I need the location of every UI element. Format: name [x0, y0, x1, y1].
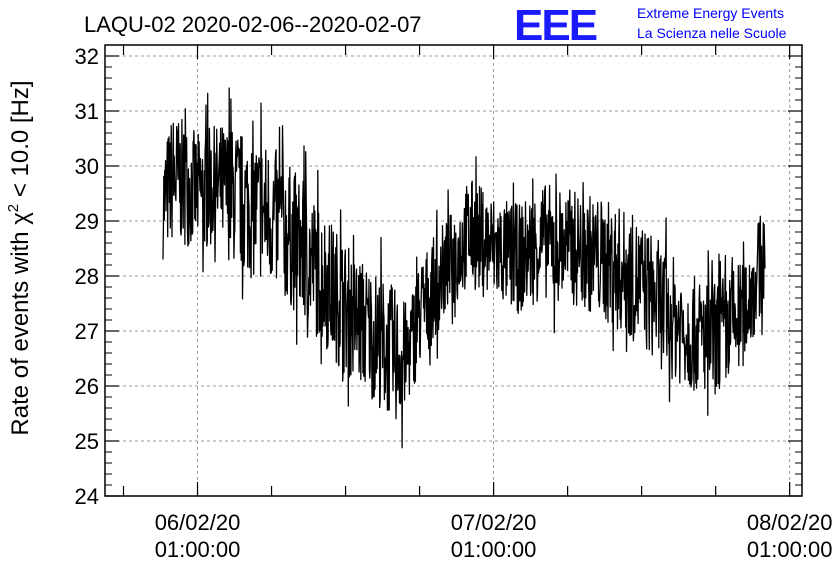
- y-tick-label: 31: [75, 99, 99, 124]
- y-tick-label: 24: [75, 484, 99, 509]
- y-axis-label: Rate of events with χ2 < 10.0 [Hz]: [5, 80, 34, 435]
- x-tick-label-time: 01:00:00: [155, 537, 241, 562]
- eee-logo-line1: Extreme Energy Events: [637, 5, 784, 21]
- x-tick-label-time: 01:00:00: [451, 537, 537, 562]
- series-line: [162, 87, 766, 449]
- eee-logo-mark: EEE: [514, 1, 597, 50]
- eee-logo: EEE Extreme Energy Events La Scienza nel…: [514, 1, 787, 50]
- y-tick-label: 27: [75, 319, 99, 344]
- x-tick-label-time: 01:00:00: [747, 537, 833, 562]
- plot-frame: [104, 44, 803, 497]
- y-axis: 24 25 26 27 28 29 30 31 32: [75, 44, 802, 509]
- y-tick-label: 30: [75, 154, 99, 179]
- x-tick-label-date: 06/02/20: [155, 510, 241, 535]
- eee-logo-line2: La Scienza nelle Scuole: [637, 25, 787, 41]
- y-tick-label: 32: [75, 44, 99, 69]
- chart-title: LAQU-02 2020-02-06--2020-02-07: [84, 12, 422, 37]
- y-tick-label: 25: [75, 429, 99, 454]
- x-tick-label-date: 07/02/20: [451, 510, 537, 535]
- y-tick-label: 29: [75, 209, 99, 234]
- y-tick-label: 28: [75, 264, 99, 289]
- y-tick-label: 26: [75, 374, 99, 399]
- series-rate: [162, 87, 766, 449]
- x-tick-label-date: 08/02/20: [747, 510, 833, 535]
- x-axis: 06/02/2001:00:0007/02/2001:00:0008/02/20…: [122, 45, 833, 562]
